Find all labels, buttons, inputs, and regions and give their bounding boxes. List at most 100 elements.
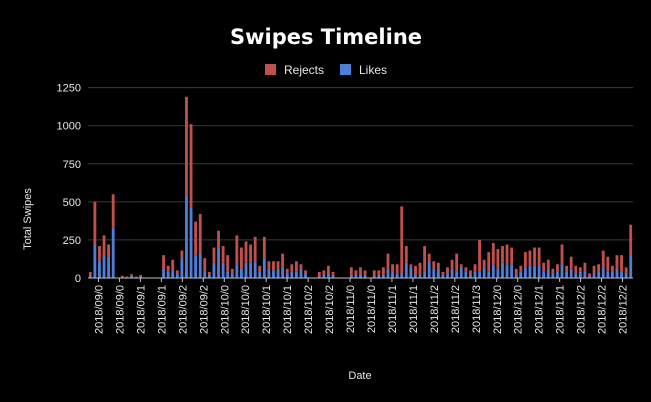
bar-rejects [281,253,285,268]
x-tick-label: 2018/10/1 [261,285,273,334]
bar-likes [473,271,477,278]
bar-rejects [111,194,115,228]
bar-likes [583,271,587,278]
bar-likes [111,227,115,278]
bar-likes [505,264,509,278]
bar-likes [624,273,628,278]
bar-rejects [578,267,582,272]
bar-likes [240,268,243,278]
bar-likes [546,268,550,278]
bars [88,96,633,278]
bar-rejects [569,256,573,269]
bar-rejects [175,270,179,274]
bar-likes [601,267,605,278]
bar-likes [304,273,307,278]
bar-rejects [98,246,101,262]
bar-likes [171,270,175,278]
bar-rejects [249,244,253,263]
bar-likes [542,271,546,278]
bar-likes [93,244,97,278]
bar-rejects [134,276,138,278]
bar-rejects [441,271,445,275]
bar-rejects [436,262,440,269]
bar-rejects [130,274,133,276]
bar-rejects [386,253,390,269]
bar-likes [441,274,445,278]
bar-rejects [381,267,385,275]
x-tick-label: 2018/11/2 [450,285,462,333]
x-tick-label: 2018/12/2 [576,285,588,334]
bar-rejects [565,265,569,272]
bar-likes [203,270,207,278]
bar-rejects [592,265,596,274]
bar-rejects [240,247,243,269]
bar-rejects [427,253,431,262]
bar-likes [533,265,536,278]
bar-likes [262,258,266,278]
x-tick-label: 2018/10/2 [303,285,315,334]
bar-likes [464,271,468,278]
bar-rejects [395,264,399,274]
bar-rejects [235,235,239,265]
bar-likes [468,274,472,278]
bar-likes [285,273,289,278]
bar-rejects [414,265,417,275]
bar-likes [217,247,220,278]
bar-likes [226,271,230,278]
bar-rejects [230,268,234,274]
bar-likes [478,271,481,278]
y-tick-label: 750 [63,159,81,171]
bar-rejects [139,274,143,277]
bar-likes [166,271,170,278]
bar-likes [249,262,253,278]
bar-likes [198,253,202,278]
bar-rejects [331,271,335,275]
bar-rejects [446,267,449,274]
y-tick-label: 1000 [57,121,81,133]
bar-rejects [583,262,587,272]
bar-rejects [459,264,463,268]
bar-likes [482,267,486,278]
bar-rejects [299,264,303,269]
bar-rejects [510,247,514,265]
bar-rejects [620,255,623,272]
bar-rejects [120,275,124,278]
bar-rejects [551,268,555,274]
bar-likes [253,261,257,278]
bar-rejects [125,276,129,278]
bar-likes [267,268,271,278]
bar-likes [610,271,614,278]
bar-rejects [354,270,358,275]
bar-likes [404,262,408,278]
bar-rejects [629,224,633,256]
x-tick-label: 2018/10/1 [282,285,294,334]
chart-title: Swipes Timeline [230,25,422,49]
bar-rejects [276,261,280,269]
bar-likes [230,273,234,278]
bar-rejects [258,265,262,272]
bar-likes [107,256,111,278]
bar-likes [560,264,564,278]
bar-likes [180,258,184,278]
bar-likes [578,271,582,278]
bar-rejects [372,270,376,277]
bar-rejects [262,236,266,259]
bar-rejects [102,235,106,256]
bar-rejects [290,264,294,272]
y-axis-label: Total Swipes [22,188,34,250]
x-tick-label: 2018/12/1 [555,285,567,334]
y-tick-label: 1250 [57,83,81,95]
bar-rejects [322,270,326,275]
bar-rejects [203,258,207,271]
bar-rejects [221,246,225,263]
legend-swatch-likes [340,64,351,75]
bar-likes [372,276,376,278]
bar-likes [327,273,330,278]
bar-likes [491,264,495,278]
bar-rejects [349,267,353,275]
bar-likes [427,261,431,278]
bar-rejects [162,255,165,269]
bar-rejects [185,96,188,196]
bar-likes [395,273,399,278]
bar-likes [88,274,92,278]
